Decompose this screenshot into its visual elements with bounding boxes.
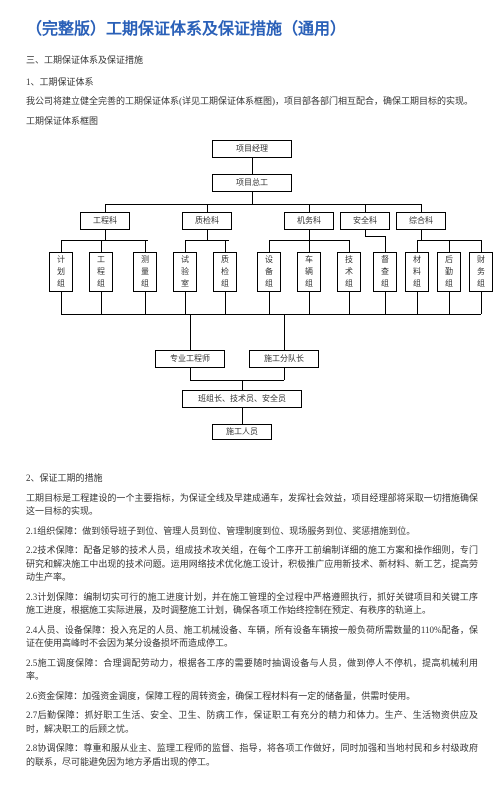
chart-connector [185, 240, 229, 241]
chart-node: 项目经理 [212, 140, 292, 158]
chart-connector [309, 292, 310, 314]
chart-caption: 工期保证体系框图 [26, 115, 478, 129]
chart-connector [449, 240, 450, 252]
chart-connector [481, 292, 482, 314]
measure-item: 2.1组织保障：做到领导班子到位、管理人员到位、管理制度到位、现场服务到位、奖惩… [26, 525, 478, 539]
chart-node: 综合科 [396, 212, 446, 230]
chart-connector [421, 204, 422, 212]
measure-item: 2.3计划保障：编制切实可行的施工进度计划，并在施工管理的全过程中严格遵照执行，… [26, 591, 478, 618]
chart-connector [385, 236, 386, 252]
chart-connector [145, 292, 146, 314]
org-chart: 项目经理项目总工工程科 质检科 机务科安全科综合科计 划 组工 程 组测 量 组试 … [27, 132, 477, 462]
chart-connector [309, 204, 310, 212]
goal-paragraph: 工期目标是工程建设的一个主要指标，为保证全线及早建成通车，发挥社会效益，项目经理… [26, 492, 478, 519]
chart-node: 工 程 组 [89, 252, 113, 292]
chart-node: 后 勤 组 [437, 252, 461, 292]
chart-node: 机务科 [284, 212, 334, 230]
chart-node: 质 检 组 [213, 252, 237, 292]
chart-connector [105, 230, 106, 240]
measure-item: 2.5施工调度保障：合理调配劳动力，根据各工序的需要随时抽调设备与人员，做到停人… [26, 657, 478, 684]
measure-list: 2.1组织保障：做到领导班子到位、管理人员到位、管理制度到位、现场服务到位、奖惩… [26, 525, 478, 770]
chart-node: 财 务 组 [469, 252, 493, 292]
chart-connector [421, 230, 422, 240]
chart-connector [449, 292, 450, 314]
chart-connector [225, 292, 226, 314]
chart-connector [101, 240, 102, 252]
chart-connector [284, 368, 285, 380]
chart-connector [481, 240, 482, 252]
subsection-heading-2: 2、保证工期的措施 [26, 472, 478, 486]
chart-node: 安全科 [340, 212, 390, 230]
chart-connector [242, 408, 243, 424]
chart-connector [105, 204, 106, 212]
chart-connector [185, 292, 186, 314]
chart-connector [284, 314, 285, 350]
chart-node: 工程科 [80, 212, 130, 230]
chart-connector [269, 240, 270, 252]
chart-connector [269, 292, 270, 314]
chart-connector [105, 204, 421, 205]
chart-connector [207, 204, 208, 212]
measure-item: 2.2技术保障：配备足够的技术人员，组成技术攻关组，在每个工序开工前编制详细的施… [26, 544, 478, 585]
measure-item: 2.4人员、设备保障：投入充足的人员、施工机械设备、车辆，所有设备车辆按一般负荷… [26, 624, 478, 651]
chart-connector [242, 380, 243, 390]
measure-item: 2.8协调保障：尊重和服从业主、监理工程师的监督、指导，将各项工作做好，同时加强… [26, 742, 478, 769]
chart-node: 质检科 [182, 212, 232, 230]
measure-item: 2.7后勤保障：抓好职工生活、安全、卫生、防病工作，保证职工有充分的精力和体力。… [26, 709, 478, 736]
chart-connector [417, 292, 418, 314]
chart-connector [309, 240, 310, 252]
subsection-heading: 1、工期保证体系 [26, 76, 478, 90]
chart-node: 专业工程师 [155, 350, 225, 368]
chart-connector [365, 236, 385, 237]
chart-connector [417, 240, 418, 252]
chart-node: 项目总工 [212, 174, 292, 192]
chart-connector [61, 292, 62, 314]
chart-node: 督 查 组 [373, 252, 397, 292]
measure-item: 2.6资金保障：加强资金调度，保障工程的周转资金，确保工程材料有一定的储备量，供… [26, 690, 478, 704]
chart-connector [61, 240, 148, 241]
chart-node: 试 验 室 [173, 252, 197, 292]
chart-node: 班组长、技术员、安全员 [182, 390, 302, 408]
chart-connector [185, 240, 186, 252]
section-heading: 三、工期保证体系及保证措施 [26, 54, 478, 68]
chart-connector [207, 230, 208, 240]
chart-node: 施工人员 [212, 424, 272, 440]
chart-connector [252, 192, 253, 204]
chart-connector [61, 314, 481, 315]
chart-node: 材 料 组 [405, 252, 429, 292]
chart-node: 车 辆 组 [297, 252, 321, 292]
page-title: （完整版）工期保证体系及保证措施（通用） [26, 18, 478, 42]
chart-connector [365, 204, 366, 212]
chart-node: 计 划 组 [49, 252, 73, 292]
chart-connector [349, 292, 350, 314]
chart-node: 设 备 组 [257, 252, 281, 292]
chart-node: 施工分队长 [249, 350, 319, 368]
chart-connector [225, 240, 226, 252]
chart-node: 测 量 组 [133, 252, 157, 292]
chart-connector [252, 158, 253, 174]
chart-connector [145, 240, 146, 252]
intro-paragraph: 我公司将建立健全完善的工期保证体系(详见工期保证体系框图)，项目部各部门相互配合… [26, 95, 478, 109]
chart-connector [190, 380, 284, 381]
chart-connector [61, 240, 62, 252]
chart-connector [190, 314, 191, 350]
chart-connector [385, 292, 386, 314]
chart-connector [101, 292, 102, 314]
chart-connector [309, 230, 310, 240]
chart-connector [190, 368, 191, 380]
chart-connector [349, 240, 350, 252]
chart-node: 技 术 组 [337, 252, 361, 292]
